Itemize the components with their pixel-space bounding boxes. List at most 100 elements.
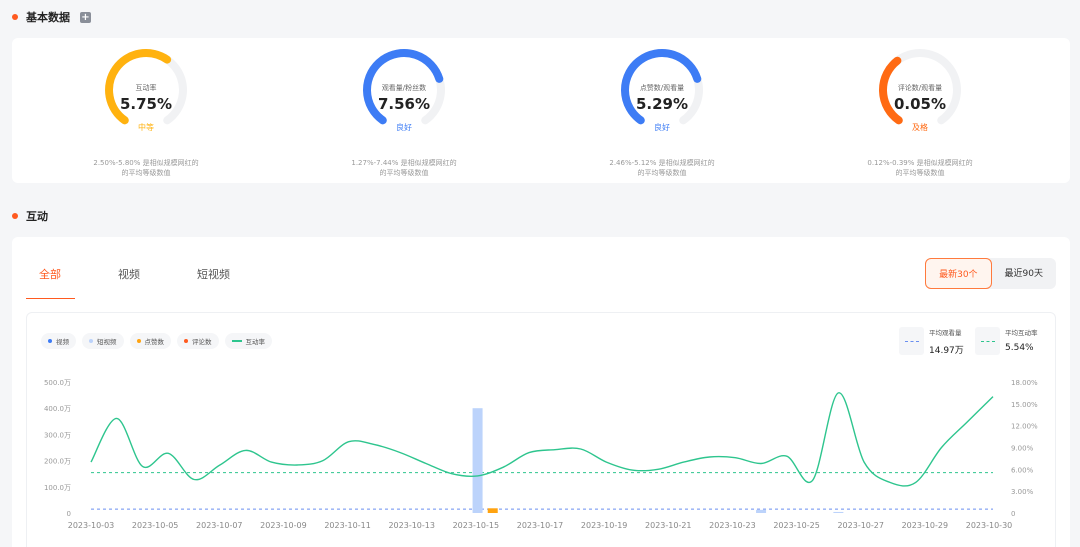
x-tick-label: 2023-10-17: [517, 521, 564, 530]
y-right-tick-label: 9.00%: [1011, 445, 1034, 453]
legend-label: 评论数: [192, 338, 212, 346]
engagement-chart: 0 100.0万 200.0万 300.0万 400.0万 500.0万 0 3.00% 6.0…: [44, 379, 1038, 530]
legend-item-short-video[interactable]: 短视频: [82, 333, 124, 349]
gauge-desc-line1: 2.50%-5.80% 是相似规模网红的: [93, 159, 199, 167]
avg-views-value: 14.97万: [929, 346, 964, 356]
y-right-tick-label: 15.00%: [1011, 401, 1038, 409]
avg-rate-label: 平均互动率: [1005, 329, 1038, 337]
gauge-value: 0.05%: [893, 95, 947, 113]
last-90-days-button[interactable]: 最近90天: [1004, 269, 1043, 279]
bar-short-video: [472, 408, 483, 513]
gauge-level: 中等: [138, 123, 154, 132]
y-left-tick-label: 400.0万: [44, 405, 71, 413]
interaction-header: 互动: [12, 208, 48, 224]
basic-data-header: 基本数据 +: [12, 9, 91, 25]
gauge-level: 及格: [912, 123, 928, 132]
x-tick-label: 2023-10-11: [324, 521, 371, 530]
avg-views-label: 平均观看量: [929, 329, 962, 337]
basic-data-title: 基本数据: [26, 11, 70, 24]
gauge-level: 良好: [396, 123, 412, 132]
gauge-description: 2.50%-5.80% 是相似规模网红的 的平均等级数值: [56, 158, 236, 178]
y-left-tick-label: 300.0万: [44, 431, 71, 439]
gauge-label: 点赞数/观看量: [639, 84, 685, 92]
x-tick-label: 2023-10-27: [837, 521, 884, 530]
gauge-arc-icon: [363, 49, 445, 125]
gauge-views-per-fans: 观看量/粉丝数 7.56% 良好 1.27%-7.44% 是相似规模网红的 的平…: [314, 46, 494, 177]
chart-panel: 视频 短视频 点赞数 评论数 互动率 平均观看量 14.97万 平均互动率 5.…: [26, 312, 1056, 547]
y-right-tick-label: 18.00%: [1011, 379, 1038, 387]
y-right-tick-label: 6.00%: [1011, 466, 1034, 474]
gauge-arc-icon: [105, 49, 187, 125]
legend-label: 互动率: [245, 338, 266, 346]
bar-likes: [487, 508, 498, 513]
gauge-desc-line1: 0.12%-0.39% 是相似规模网红的: [867, 159, 973, 167]
legend-item-video[interactable]: 视频: [41, 333, 76, 349]
bar-short-video: [833, 511, 844, 513]
gauge-desc-line2: 的平均等级数值: [379, 169, 429, 177]
gauge-desc-line1: 1.27%-7.44% 是相似规模网红的: [351, 159, 457, 167]
gauge-desc-line2: 的平均等级数值: [637, 169, 687, 177]
content-type-tabs: 全部 视频 短视频: [26, 261, 273, 299]
gauge-label: 互动率: [135, 84, 157, 92]
gauge-engagement-rate: 互动率 5.75% 中等 2.50%-5.80% 是相似规模网红的 的平均等级数…: [56, 46, 236, 178]
legend-label: 点赞数: [144, 338, 165, 346]
metrics-card: 互动率 5.75% 中等 2.50%-5.80% 是相似规模网红的 的平均等级数…: [12, 38, 1070, 183]
x-tick-label: 2023-10-13: [388, 521, 435, 530]
y-left-tick-label: 100.0万: [44, 484, 71, 492]
y-left-tick-label: 0: [67, 510, 71, 518]
tab-video[interactable]: 视频: [118, 268, 140, 281]
latest-30-button[interactable]: 最新30个: [925, 258, 992, 289]
x-tick-label: 2023-10-25: [773, 521, 820, 530]
chart-legend: 视频 短视频 点赞数 评论数 互动率: [41, 333, 272, 349]
x-tick-label: 2023-10-30: [966, 521, 1013, 530]
tab-short-video[interactable]: 短视频: [197, 268, 230, 281]
legend-dot-icon: [184, 339, 188, 343]
legend-item-likes[interactable]: 点赞数: [129, 333, 171, 349]
legend-label: 短视频: [97, 338, 117, 346]
gauge-value: 7.56%: [377, 95, 431, 113]
gauge-likes-per-views: 点赞数/观看量 5.29% 良好 2.46%-5.12% 是相似规模网红的 的平…: [572, 46, 752, 178]
x-tick-label: 2023-10-21: [645, 521, 692, 530]
gauge-desc-line1: 2.46%-5.12% 是相似规模网红的: [609, 159, 715, 167]
engagement-rate-line: [90, 392, 994, 487]
gauge-value: 5.29%: [635, 95, 689, 113]
gauge-label: 评论数/观看量: [897, 84, 943, 92]
y-right-tick-label: 3.00%: [1011, 488, 1034, 496]
legend-item-comments[interactable]: 评论数: [177, 333, 219, 349]
x-tick-label: 2023-10-29: [902, 521, 949, 530]
legend-dot-icon: [136, 339, 141, 343]
tab-all[interactable]: 全部: [26, 261, 75, 299]
bar-short-video: [756, 509, 767, 513]
gauge-label: 观看量/粉丝数: [381, 84, 427, 92]
avg-views-box: 平均观看量 14.97万: [899, 327, 964, 356]
gauge-value: 5.75%: [119, 95, 173, 113]
range-toggle: 最新30个 最近90天: [925, 258, 1056, 289]
y-right-tick-label: 12.00%: [1011, 423, 1038, 431]
y-right-tick-label: 0: [1011, 510, 1015, 518]
avg-rate-box: 平均互动率 5.54%: [975, 327, 1038, 355]
interaction-card: 全部 视频 短视频 最新30个 最近90天 视频 短视频 点赞数 评论数 互动率…: [12, 237, 1070, 547]
gauge-description: 2.46%-5.12% 是相似规模网红的 的平均等级数值: [572, 158, 752, 178]
section-dot-icon: [12, 14, 18, 20]
gauge-level: 良好: [654, 123, 670, 132]
x-tick-label: 2023-10-23: [709, 521, 756, 530]
legend-dot-icon: [89, 339, 93, 343]
legend-item-engagement-rate[interactable]: 互动率: [224, 333, 272, 349]
avg-rate-value: 5.54%: [1005, 343, 1034, 353]
section-dot-icon: [12, 213, 18, 219]
gauge-arc-icon: [879, 49, 961, 125]
gauge-description: 0.12%-0.39% 是相似规模网红的 的平均等级数值: [830, 158, 1010, 178]
dashed-line-icon: [899, 327, 924, 355]
x-tick-label: 2023-10-19: [581, 521, 628, 530]
gauge-desc-line2: 的平均等级数值: [121, 169, 171, 177]
y-left-tick-label: 500.0万: [44, 379, 71, 387]
gauge-arc-icon: [621, 49, 703, 125]
x-tick-label: 2023-10-03: [68, 521, 115, 530]
legend-line-icon: [231, 340, 242, 342]
x-tick-label: 2023-10-07: [196, 521, 243, 530]
dashed-line-icon: [975, 327, 1000, 355]
plus-square-icon[interactable]: +: [80, 11, 91, 23]
gauge-desc-line2: 的平均等级数值: [895, 169, 945, 177]
legend-label: 视频: [56, 338, 69, 346]
gauge-comments-per-views: 评论数/观看量 0.05% 及格 0.12%-0.39% 是相似规模网红的 的平…: [830, 46, 1010, 178]
